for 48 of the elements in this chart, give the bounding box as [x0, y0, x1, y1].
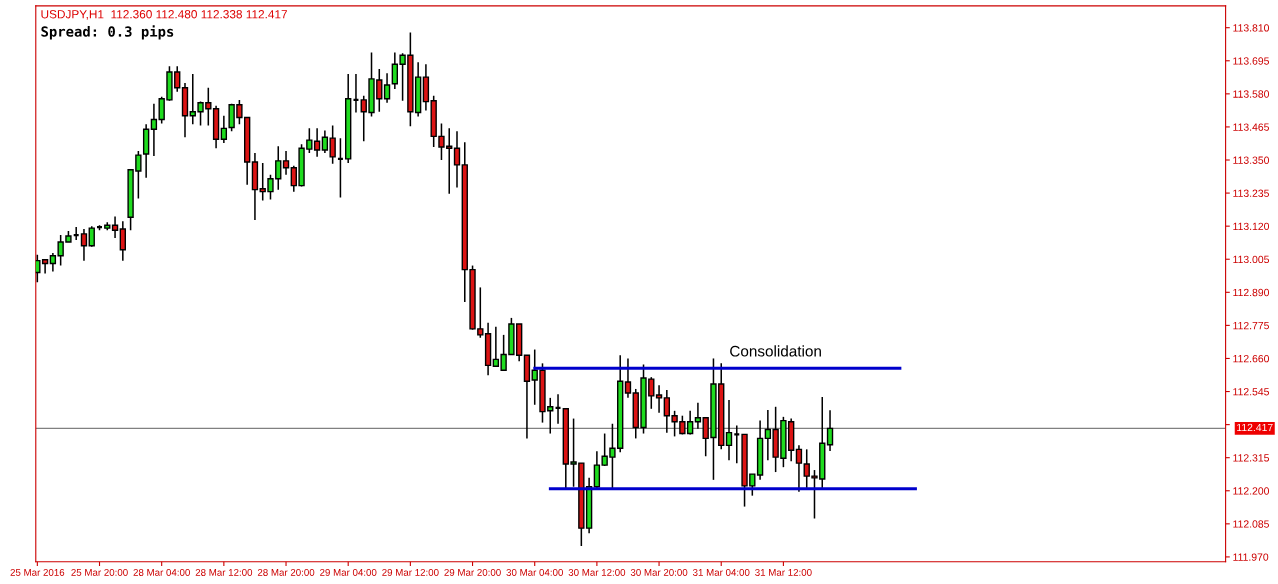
annotation: Consolidation: [730, 345, 821, 357]
chart-title: USDJPY,H1 112.360 112.480 112.338 112.417: [41, 10, 287, 20]
x-tick-label: 25 Mar 2016: [10, 569, 65, 576]
candlestick: [795, 444, 803, 493]
candlestick: [383, 72, 391, 104]
candlestick: [624, 357, 632, 399]
y-tick-label: 112.890: [1233, 288, 1270, 297]
x-tick-label: 28 Mar 04:00: [133, 569, 190, 576]
candlestick: [655, 384, 663, 414]
y-tick-label: 113.580: [1233, 90, 1270, 98]
x-tick-label: 29 Mar 04:00: [320, 569, 377, 576]
candlestick: [282, 150, 290, 176]
candlestick: [694, 401, 702, 430]
x-tick-label: 31 Mar 12:00: [755, 569, 812, 576]
x-tick-label: 30 Mar 04:00: [506, 569, 563, 576]
x-tick-label: 25 Mar 20:00: [71, 569, 128, 576]
x-tick-label: 30 Mar 20:00: [630, 569, 688, 576]
y-tick-label: 112.545: [1233, 388, 1269, 396]
y-tick-label: 112.775: [1233, 321, 1269, 330]
y-tick-label: 112.315: [1233, 454, 1269, 462]
y-tick-label: 113.810: [1233, 24, 1270, 32]
y-tick-label: 113.120: [1233, 222, 1270, 231]
x-tick-label: 28 Mar 20:00: [257, 569, 315, 576]
candlestick: [453, 130, 461, 189]
x-tick-label: 29 Mar 12:00: [382, 569, 439, 576]
candlestick: [150, 102, 158, 157]
candlestick: [220, 114, 228, 144]
y-tick-label: 112.200: [1233, 487, 1270, 495]
x-tick-label: 30 Mar 12:00: [568, 569, 626, 576]
candlestick: [111, 215, 119, 239]
text: Spread: 0.3 pips: [41, 25, 174, 40]
candlestick: [80, 228, 88, 262]
candlestick: [826, 409, 834, 452]
candlestick: [725, 399, 733, 462]
y-tick-label: 111.970: [1233, 553, 1269, 561]
candlestick: [88, 225, 95, 248]
candlestick: [119, 220, 127, 262]
y-tick-label: 112.085: [1233, 520, 1269, 528]
y-tick-label: 113.005: [1233, 255, 1269, 264]
y-tick-label: 112.660: [1233, 354, 1270, 363]
y-tick-label: 113.695: [1233, 57, 1269, 65]
x-tick-label: 29 Mar 20:00: [444, 569, 501, 576]
y-tick-label: 113.465: [1233, 123, 1269, 131]
y-tick-label: 113.235: [1233, 189, 1269, 197]
x-tick-label: 28 Mar 12:00: [195, 569, 253, 576]
ref-line-label: 112.417: [1237, 423, 1273, 432]
y-tick-label: 113.350: [1233, 156, 1270, 164]
x-tick-label: 31 Mar 04:00: [692, 569, 750, 576]
